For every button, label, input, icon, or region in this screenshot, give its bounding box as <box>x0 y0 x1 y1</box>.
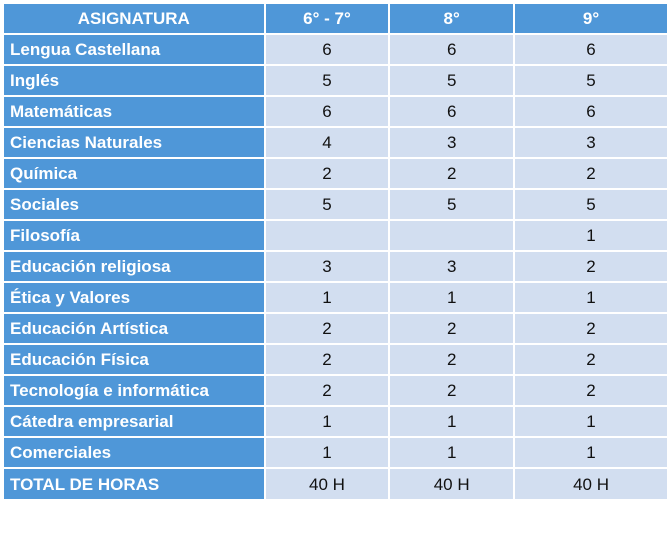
table-row: Cátedra empresarial 1 1 1 <box>4 407 667 436</box>
total-hours-cell: 40 H <box>515 469 667 499</box>
hours-cell: 6 <box>390 35 514 64</box>
subject-cell: Ética y Valores <box>4 283 264 312</box>
table-row: Lengua Castellana 6 6 6 <box>4 35 667 64</box>
table-row: Matemáticas 6 6 6 <box>4 97 667 126</box>
hours-cell: 2 <box>390 314 514 343</box>
hours-cell: 1 <box>390 438 514 467</box>
subject-cell: Química <box>4 159 264 188</box>
hours-cell: 1 <box>515 283 667 312</box>
hours-cell <box>265 221 389 250</box>
subject-cell: Lengua Castellana <box>4 35 264 64</box>
header-grade-6-7: 6° - 7° <box>265 4 389 33</box>
total-label: TOTAL DE HORAS <box>4 469 264 499</box>
hours-cell: 5 <box>390 190 514 219</box>
table-row: Ciencias Naturales 4 3 3 <box>4 128 667 157</box>
subject-cell: Cátedra empresarial <box>4 407 264 436</box>
hours-cell: 4 <box>265 128 389 157</box>
subject-cell: Educación Artística <box>4 314 264 343</box>
hours-cell: 3 <box>390 252 514 281</box>
hours-cell: 5 <box>265 190 389 219</box>
table-row: Educación Física 2 2 2 <box>4 345 667 374</box>
hours-cell: 2 <box>515 345 667 374</box>
hours-cell: 6 <box>265 97 389 126</box>
table-header-row: ASIGNATURA 6° - 7° 8° 9° <box>4 4 667 33</box>
table-row: Tecnología e informática 2 2 2 <box>4 376 667 405</box>
hours-cell: 1 <box>390 283 514 312</box>
subject-cell: Ciencias Naturales <box>4 128 264 157</box>
hours-cell: 2 <box>265 314 389 343</box>
hours-cell: 3 <box>390 128 514 157</box>
table-row: Educación religiosa 3 3 2 <box>4 252 667 281</box>
subject-cell: Filosofía <box>4 221 264 250</box>
hours-cell: 2 <box>265 376 389 405</box>
hours-cell: 5 <box>265 66 389 95</box>
hours-cell: 2 <box>515 376 667 405</box>
subject-cell: Sociales <box>4 190 264 219</box>
hours-cell: 5 <box>390 66 514 95</box>
table-row: Inglés 5 5 5 <box>4 66 667 95</box>
table-row: Ética y Valores 1 1 1 <box>4 283 667 312</box>
hours-cell: 2 <box>515 314 667 343</box>
hours-cell: 2 <box>390 376 514 405</box>
total-hours-cell: 40 H <box>390 469 514 499</box>
table-row: Sociales 5 5 5 <box>4 190 667 219</box>
table-row: Filosofía 1 <box>4 221 667 250</box>
hours-cell: 1 <box>265 283 389 312</box>
hours-cell: 2 <box>265 345 389 374</box>
subject-cell: Tecnología e informática <box>4 376 264 405</box>
hours-cell: 6 <box>515 35 667 64</box>
table-row: Educación Artística 2 2 2 <box>4 314 667 343</box>
subject-cell: Inglés <box>4 66 264 95</box>
hours-cell: 3 <box>515 128 667 157</box>
hours-cell: 1 <box>265 438 389 467</box>
hours-cell: 5 <box>515 190 667 219</box>
table-row: Comerciales 1 1 1 <box>4 438 667 467</box>
hours-cell: 6 <box>515 97 667 126</box>
total-row: TOTAL DE HORAS 40 H 40 H 40 H <box>4 469 667 499</box>
subject-cell: Comerciales <box>4 438 264 467</box>
header-grade-8: 8° <box>390 4 514 33</box>
hours-cell: 2 <box>515 159 667 188</box>
subject-cell: Educación religiosa <box>4 252 264 281</box>
header-grade-9: 9° <box>515 4 667 33</box>
subject-cell: Educación Física <box>4 345 264 374</box>
hours-cell: 2 <box>515 252 667 281</box>
hours-cell: 2 <box>390 345 514 374</box>
table-row: Química 2 2 2 <box>4 159 667 188</box>
hours-cell: 5 <box>515 66 667 95</box>
hours-cell <box>390 221 514 250</box>
hours-cell: 1 <box>515 438 667 467</box>
total-hours-cell: 40 H <box>265 469 389 499</box>
subject-cell: Matemáticas <box>4 97 264 126</box>
hours-cell: 1 <box>515 407 667 436</box>
hours-cell: 1 <box>265 407 389 436</box>
header-subject: ASIGNATURA <box>4 4 264 33</box>
hours-cell: 1 <box>390 407 514 436</box>
hours-cell: 3 <box>265 252 389 281</box>
hours-cell: 2 <box>390 159 514 188</box>
hours-cell: 2 <box>265 159 389 188</box>
hours-cell: 1 <box>515 221 667 250</box>
subject-hours-table: ASIGNATURA 6° - 7° 8° 9° Lengua Castella… <box>2 2 669 501</box>
hours-cell: 6 <box>265 35 389 64</box>
hours-cell: 6 <box>390 97 514 126</box>
